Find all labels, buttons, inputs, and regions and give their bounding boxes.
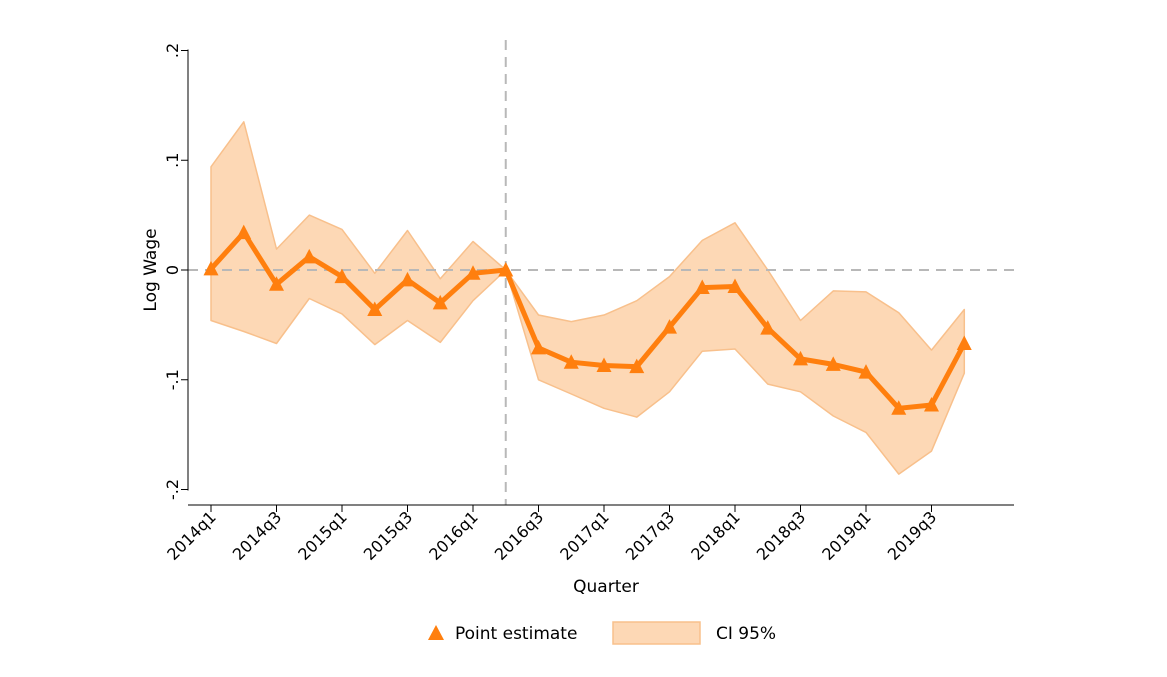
point-estimate-marker — [236, 224, 252, 240]
y-tick-label: 0 — [163, 265, 182, 275]
point-estimate-marker — [694, 279, 710, 295]
point-estimate-marker — [563, 354, 579, 369]
point-estimate-marker — [203, 260, 219, 276]
ci-band-layer — [210, 121, 966, 475]
point-estimate-marker — [793, 350, 808, 366]
ci-band — [210, 121, 966, 475]
point-estimate-marker — [400, 271, 415, 287]
legend-ci-label: CI 95% — [716, 624, 776, 644]
point-estimate-layer — [203, 224, 972, 415]
y-tick-label: -.1 — [163, 369, 182, 390]
y-tick-label: .1 — [163, 153, 182, 168]
point-estimate-marker — [858, 364, 874, 379]
legend-point-estimate-label: Point estimate — [455, 624, 577, 644]
point-estimate-marker — [727, 278, 743, 293]
legend: Point estimate CI 95% — [428, 621, 776, 645]
point-estimate-marker — [498, 262, 514, 277]
point-estimate-marker — [662, 319, 677, 334]
point-estimate-marker — [629, 358, 645, 374]
point-estimate-marker — [596, 357, 612, 372]
point-estimate-marker — [367, 301, 383, 317]
reference-lines — [188, 40, 1014, 505]
point-estimate-marker — [956, 335, 972, 351]
legend-ci-swatch — [612, 621, 701, 645]
x-axis-title: Quarter — [573, 577, 639, 597]
y-tick-label: -.2 — [163, 479, 182, 500]
point-estimate-marker — [432, 294, 448, 310]
y-tick-label: .2 — [163, 43, 182, 58]
point-estimate-marker — [825, 356, 841, 371]
point-estimate-line — [208, 230, 967, 411]
legend-point-estimate-marker — [428, 625, 444, 640]
point-estimate-marker — [334, 268, 350, 284]
point-estimate-marker — [301, 248, 317, 264]
point-estimate-marker — [760, 320, 776, 335]
y-axis-title: Log Wage — [141, 228, 161, 311]
point-estimate-marker — [531, 339, 546, 355]
point-estimate-marker — [924, 396, 939, 412]
point-estimate-marker — [465, 265, 481, 280]
point-estimate-marker — [269, 276, 284, 291]
point-estimate-marker — [891, 400, 907, 415]
